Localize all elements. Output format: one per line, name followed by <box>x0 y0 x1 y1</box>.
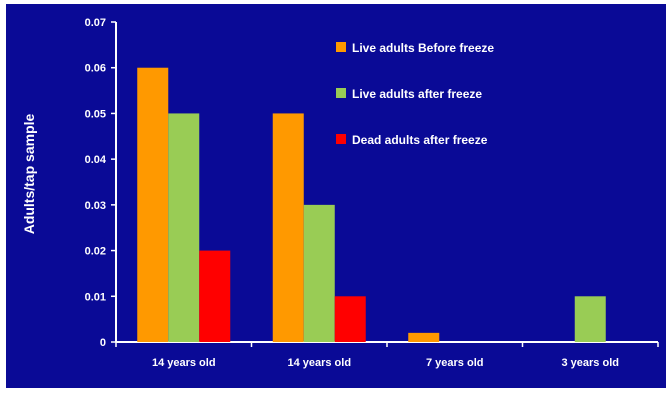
bar-dead-adults-after-freeze <box>334 296 366 342</box>
bar-dead-adults-after-freeze <box>199 250 231 342</box>
bar-chart: Adults/tap sample 00.010.020.030.040.050… <box>6 4 666 388</box>
legend-label: Live adults Before freeze <box>352 41 494 55</box>
y-tick-label: 0.01 <box>85 291 106 303</box>
y-tick-label: 0.03 <box>85 200 106 212</box>
y-tick-label: 0.06 <box>85 63 106 75</box>
bar-live-adults-before-freeze <box>272 113 304 342</box>
y-tick-label: 0.02 <box>85 246 106 258</box>
y-axis-label: Adults/tap sample <box>21 114 37 235</box>
bar-live-adults-after-freeze <box>168 113 200 342</box>
y-tick-label: 0 <box>100 337 106 349</box>
bar-live-adults-before-freeze <box>137 67 169 342</box>
bar-live-adults-before-freeze <box>408 332 440 342</box>
y-tick-label: 0.04 <box>85 154 107 166</box>
legend-swatch <box>336 134 346 144</box>
bar-live-adults-after-freeze <box>574 296 606 342</box>
legend-swatch <box>336 88 346 98</box>
x-tick-label: 14 years old <box>287 357 351 369</box>
plot-area: 0 0.01 0.02 0.03 0.04 0.05 0.06 0.07 14 years ol… <box>85 17 659 369</box>
y-tick-label: 0.07 <box>85 17 106 29</box>
legend-label: Live adults after freeze <box>352 87 482 101</box>
legend-label: Dead adults after freeze <box>352 133 488 147</box>
x-tick-label: 3 years old <box>562 357 619 369</box>
x-tick-label: 7 years old <box>426 357 483 369</box>
chart-container: Adults/tap sample 0 0.01 0.02 0.03 0.04 0.05 0… <box>6 4 666 388</box>
y-tick-label: 0.05 <box>85 108 106 120</box>
legend-swatch <box>336 42 346 52</box>
bar-live-adults-after-freeze <box>303 204 335 342</box>
x-tick-label: 14 years old <box>152 357 216 369</box>
